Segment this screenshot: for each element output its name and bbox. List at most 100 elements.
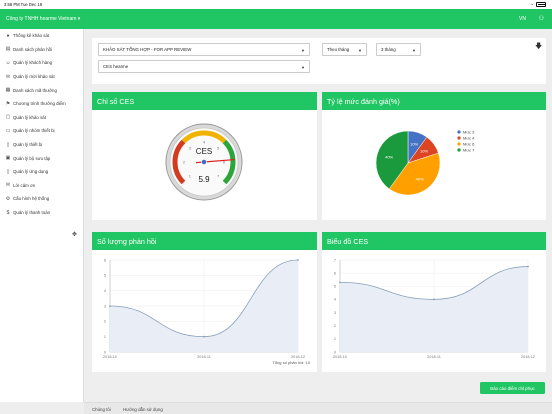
sidebar-item-icon: $ xyxy=(6,209,10,216)
sidebar-item[interactable]: $ Quản lý thanh toán xyxy=(0,206,83,220)
legend-entry: Mức 3 xyxy=(463,130,475,135)
pie-slice-label: 10% xyxy=(420,149,428,154)
data-point xyxy=(433,298,435,301)
collapse-sidebar-icon[interactable]: ✥ xyxy=(72,232,78,238)
sidebar-item-icon: ▢ xyxy=(5,114,11,121)
status-indicators: ◔ xyxy=(530,2,546,7)
sidebar-item-label: Cấu hình hệ thống xyxy=(13,196,50,202)
x-tick-label: 2018-10 xyxy=(103,355,117,359)
y-tick-label: 2 xyxy=(334,324,336,328)
period-value-select[interactable]: 3 tháng ▼ xyxy=(376,43,421,56)
gauge-hub xyxy=(201,159,207,165)
top-navbar: Công ty TNHH hearme Vietnam ▾ VN ⚇ xyxy=(0,9,552,29)
metric-select-value: CES hearme xyxy=(103,64,129,69)
period-type-select[interactable]: Theo tháng ▼ xyxy=(322,43,367,56)
sidebar-item[interactable]: ⚑ Chương trình thưởng điểm xyxy=(0,97,83,111)
metric-select[interactable]: CES hearme ▼ xyxy=(98,60,310,73)
pie-slice xyxy=(388,152,441,196)
sidebar-item-label: Quản lý mời khảo sát xyxy=(13,74,55,80)
sidebar-item[interactable]: ✉ Lời cảm ơn xyxy=(0,179,83,193)
period-type-value: Theo tháng xyxy=(327,47,350,52)
sidebar-item-label: Thống kê khảo sát xyxy=(13,33,50,39)
y-tick-label: 1 xyxy=(104,335,106,339)
sidebar-item[interactable]: ✉ Quản lý mời khảo sát xyxy=(0,70,83,84)
gauge-tick-label: 4 xyxy=(203,141,205,145)
gauge-value: 5.9 xyxy=(198,175,210,184)
sidebar-item[interactable]: ▯ Quản lý ứng dụng xyxy=(0,165,83,179)
data-point xyxy=(203,335,205,338)
chevron-down-icon: ▼ xyxy=(301,48,305,53)
gauge-tick-label: 5 xyxy=(217,146,219,150)
sidebar-item[interactable]: ☺ Quản lý khách hàng xyxy=(0,56,83,70)
sidebar-item-label: Quản lý nhóm thiết bị xyxy=(13,128,55,134)
wifi-icon: ◔ xyxy=(530,2,533,7)
sidebar-item-label: Quản lý khảo sát xyxy=(13,114,46,120)
legend-swatch xyxy=(457,130,461,134)
gauge-band-mid xyxy=(181,130,227,144)
y-tick-label: 3 xyxy=(104,304,106,308)
y-tick-label: 3 xyxy=(334,311,336,315)
survey-select-value: KHẢO SÁT TỔNG HỢP - FOR APP REVIEW xyxy=(103,47,192,52)
y-tick-label: 4 xyxy=(334,298,336,302)
language-selector[interactable]: VN xyxy=(519,15,526,22)
sidebar-item-icon: ▦ xyxy=(5,87,11,94)
y-tick-label: 7 xyxy=(334,258,336,262)
sidebar-item-icon: ▯ xyxy=(6,168,10,175)
gauge-band-high xyxy=(222,139,236,185)
footer: Chúng tôi Hướng dẫn sử dụng xyxy=(84,402,552,414)
sidebar-item-icon: ⚑ xyxy=(5,100,11,107)
data-point xyxy=(527,265,529,268)
survey-select[interactable]: KHẢO SÁT TỔNG HỢP - FOR APP REVIEW ▼ xyxy=(98,43,310,56)
sidebar-item-label: Lời cảm ơn xyxy=(13,182,36,188)
sidebar-item-label: Danh sách mã thưởng xyxy=(13,87,57,93)
pie-card-title: Tỷ lệ mức đánh giá(%) xyxy=(322,92,546,110)
y-tick-label: 0 xyxy=(334,350,336,354)
period-value-value: 3 tháng xyxy=(381,47,396,52)
gauge-tick-label: 3 xyxy=(189,146,191,150)
sidebar-item[interactable]: ▭ Quản lý nhóm thiết bị xyxy=(0,124,83,138)
report-button[interactable]: Báo cáo điểm chỉ phục xyxy=(480,382,545,394)
footer-about-link[interactable]: Chúng tôi xyxy=(92,407,111,412)
company-selector[interactable]: Công ty TNHH hearme Vietnam ▾ xyxy=(6,15,81,22)
status-time: 3:58 PM Tue Dec 18 xyxy=(4,2,43,7)
sidebar-item-label: Chương trình thưởng điểm xyxy=(13,101,66,107)
sidebar-item[interactable]: ▢ Quản lý khảo sát xyxy=(0,111,83,125)
pie-slice xyxy=(375,130,409,190)
sidebar-item[interactable]: ● Thống kê khảo sát xyxy=(0,29,83,43)
area-fill xyxy=(110,260,298,352)
sidebar-item[interactable]: ▣ Quản lý bộ sưu tập xyxy=(0,151,83,165)
sidebar-item-icon: ☺ xyxy=(5,59,11,66)
download-icon[interactable]: 🡇 xyxy=(535,43,543,50)
y-tick-label: 6 xyxy=(334,271,336,275)
sidebar-item-icon: ▤ xyxy=(5,46,11,53)
sidebar-item[interactable]: ▯ Quản lý thiết bị xyxy=(0,138,83,152)
sidebar: ● Thống kê khảo sát ▤ Danh sách phản hồi ☺ Qu… xyxy=(0,29,84,402)
sidebar-item[interactable]: ▤ Danh sách phản hồi xyxy=(0,43,83,57)
x-tick-label: 2018-11 xyxy=(197,355,211,359)
sidebar-item[interactable]: ▦ Danh sách mã thưởng xyxy=(0,83,83,97)
legend-entry: Mức 6 xyxy=(463,142,475,147)
user-icon[interactable]: ⚇ xyxy=(538,15,544,22)
legend-swatch xyxy=(457,142,461,146)
battery-icon xyxy=(536,2,546,7)
data-point xyxy=(109,305,111,307)
pie-slice-label: 10% xyxy=(410,142,418,147)
sidebar-item[interactable]: ⚙ Cấu hình hệ thống xyxy=(0,192,83,206)
sidebar-item-label: Quản lý khách hàng xyxy=(13,60,53,66)
footer-guide-link[interactable]: Hướng dẫn sử dụng xyxy=(123,407,163,412)
gauge-label: CES xyxy=(196,147,212,156)
y-tick-label: 0 xyxy=(104,350,106,354)
y-tick-label: 4 xyxy=(104,289,106,293)
gauge-tick-label: 1 xyxy=(189,175,191,179)
responses-card-title: Số lượng phản hồi xyxy=(92,232,317,250)
total-responses-label: Tổng số phản hồi: 10 xyxy=(272,360,310,365)
sidebar-item-label: Quản lý ứng dụng xyxy=(13,169,49,175)
y-tick-label: 1 xyxy=(334,337,336,341)
gauge-tick-label: 6 xyxy=(223,161,225,165)
data-point xyxy=(339,281,341,284)
sidebar-item-label: Quản lý bộ sưu tập xyxy=(13,155,51,161)
y-tick-label: 2 xyxy=(104,320,106,324)
gauge-band-low xyxy=(172,139,186,185)
sidebar-item-label: Danh sách phản hồi xyxy=(13,46,53,52)
